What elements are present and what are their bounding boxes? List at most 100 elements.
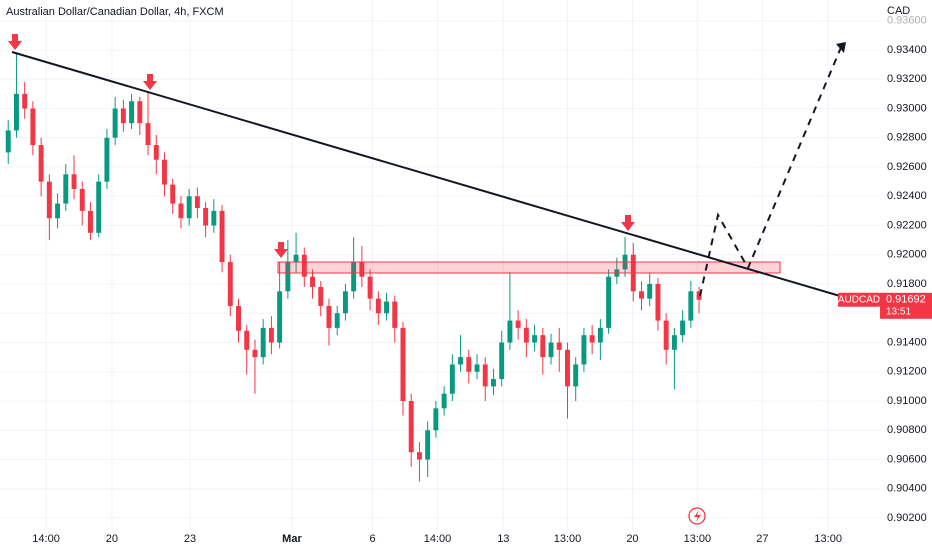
- candle-body: [79, 188, 85, 211]
- candle-body: [499, 342, 505, 380]
- candle-body: [589, 335, 595, 343]
- candle-body: [104, 137, 110, 182]
- candle-body: [96, 181, 102, 233]
- candle-body: [342, 291, 348, 314]
- symbol-label: AUDCAD: [838, 294, 880, 305]
- candle-body: [22, 93, 28, 109]
- x-tick-label: 13:00: [684, 533, 712, 545]
- down-arrow: [274, 242, 288, 258]
- candle-body: [211, 210, 217, 226]
- candle-body: [548, 342, 554, 358]
- candle-body: [565, 349, 570, 387]
- drawings: [8, 34, 846, 297]
- candle-body: [162, 159, 167, 185]
- candle-body: [359, 262, 365, 277]
- candle-body: [540, 335, 546, 358]
- candle-body: [556, 342, 562, 350]
- price-tag: [880, 292, 932, 319]
- candle-body: [425, 430, 431, 460]
- projection-path: [699, 44, 843, 297]
- candle-body: [688, 291, 694, 321]
- candle-body: [606, 276, 612, 328]
- candle-body: [416, 452, 422, 460]
- y-tick-label: 0.93000: [887, 102, 927, 114]
- candle-body: [408, 401, 414, 453]
- candle-body: [137, 101, 143, 124]
- candle-body: [55, 203, 61, 219]
- candle-body: [244, 330, 250, 350]
- candle-body: [507, 320, 513, 343]
- candle-body: [227, 262, 233, 306]
- candle-body: [252, 349, 258, 358]
- candle-body: [441, 393, 447, 409]
- candle-body: [236, 305, 241, 331]
- last-price-label: 0.91692: [886, 294, 926, 306]
- y-tick-label: 0.90800: [887, 424, 927, 436]
- candle-body: [219, 210, 225, 263]
- axes: 0.90200 0.90400 0.90600 0.90800 0.91000 0.912…: [32, 15, 932, 545]
- candle-body: [490, 379, 496, 387]
- y-tick-label: 0.91200: [887, 366, 927, 378]
- y-tick-label: 0.91400: [887, 336, 927, 348]
- candle-body: [482, 364, 488, 387]
- candle-body: [310, 276, 315, 287]
- candle-body: [285, 262, 291, 292]
- candle-body: [400, 327, 406, 402]
- candle-body: [523, 327, 529, 343]
- y-tick-label: 0.93600: [887, 15, 927, 27]
- x-tick-label: 13:00: [814, 533, 842, 545]
- candle-body: [663, 320, 669, 350]
- candle-body: [375, 298, 381, 314]
- candle-body: [129, 101, 135, 124]
- y-tick-label: 0.90400: [887, 483, 927, 495]
- down-arrow: [621, 215, 635, 231]
- y-tick-label: 0.92800: [887, 132, 927, 144]
- candle-body: [671, 335, 677, 350]
- candle-body: [120, 108, 126, 124]
- candle-body: [293, 254, 299, 263]
- countdown-label: 13:51: [886, 306, 911, 317]
- x-tick-label: 13:00: [554, 533, 582, 545]
- candle-body: [515, 320, 521, 328]
- x-tick-label: 6: [369, 533, 375, 545]
- projection-arrowhead: [836, 42, 846, 53]
- down-arrows: [8, 34, 635, 258]
- icon-circle: [688, 507, 706, 525]
- currency-label: CAD: [887, 5, 910, 17]
- candle-body: [71, 174, 77, 189]
- y-tick-label: 0.93200: [887, 73, 927, 85]
- candle-body: [655, 284, 661, 321]
- y-tick-label: 0.91000: [887, 395, 927, 407]
- x-tick-label: 14:00: [32, 533, 60, 545]
- candle-body: [63, 174, 69, 204]
- candle-body: [268, 327, 274, 343]
- candle-body: [392, 301, 398, 328]
- y-tick-label: 0.90600: [887, 453, 927, 465]
- y-tick-label: 0.92200: [887, 219, 927, 231]
- y-tick-label: 0.92400: [887, 190, 927, 202]
- candle-body: [466, 357, 472, 372]
- candle-body: [581, 335, 587, 365]
- candle-body: [153, 145, 159, 160]
- x-tick-label: 20: [626, 533, 638, 545]
- candle-body: [433, 408, 439, 431]
- candle-body: [301, 254, 307, 277]
- candle-body: [367, 276, 373, 299]
- candle-body: [112, 108, 118, 138]
- tradingview-icon: [688, 507, 706, 525]
- x-tick-label: 14:00: [424, 533, 452, 545]
- candle-body: [449, 364, 455, 394]
- x-tick-label: 23: [184, 533, 196, 545]
- x-tick-label: 27: [756, 533, 768, 545]
- candle-body: [145, 123, 151, 146]
- candle-body: [203, 207, 209, 226]
- candle-body: [38, 145, 44, 182]
- candle-body: [326, 305, 332, 328]
- candle-body: [318, 286, 324, 306]
- candle-body: [680, 320, 686, 336]
- down-arrow: [8, 34, 22, 50]
- candle-body: [597, 327, 603, 343]
- candle-body: [46, 181, 52, 219]
